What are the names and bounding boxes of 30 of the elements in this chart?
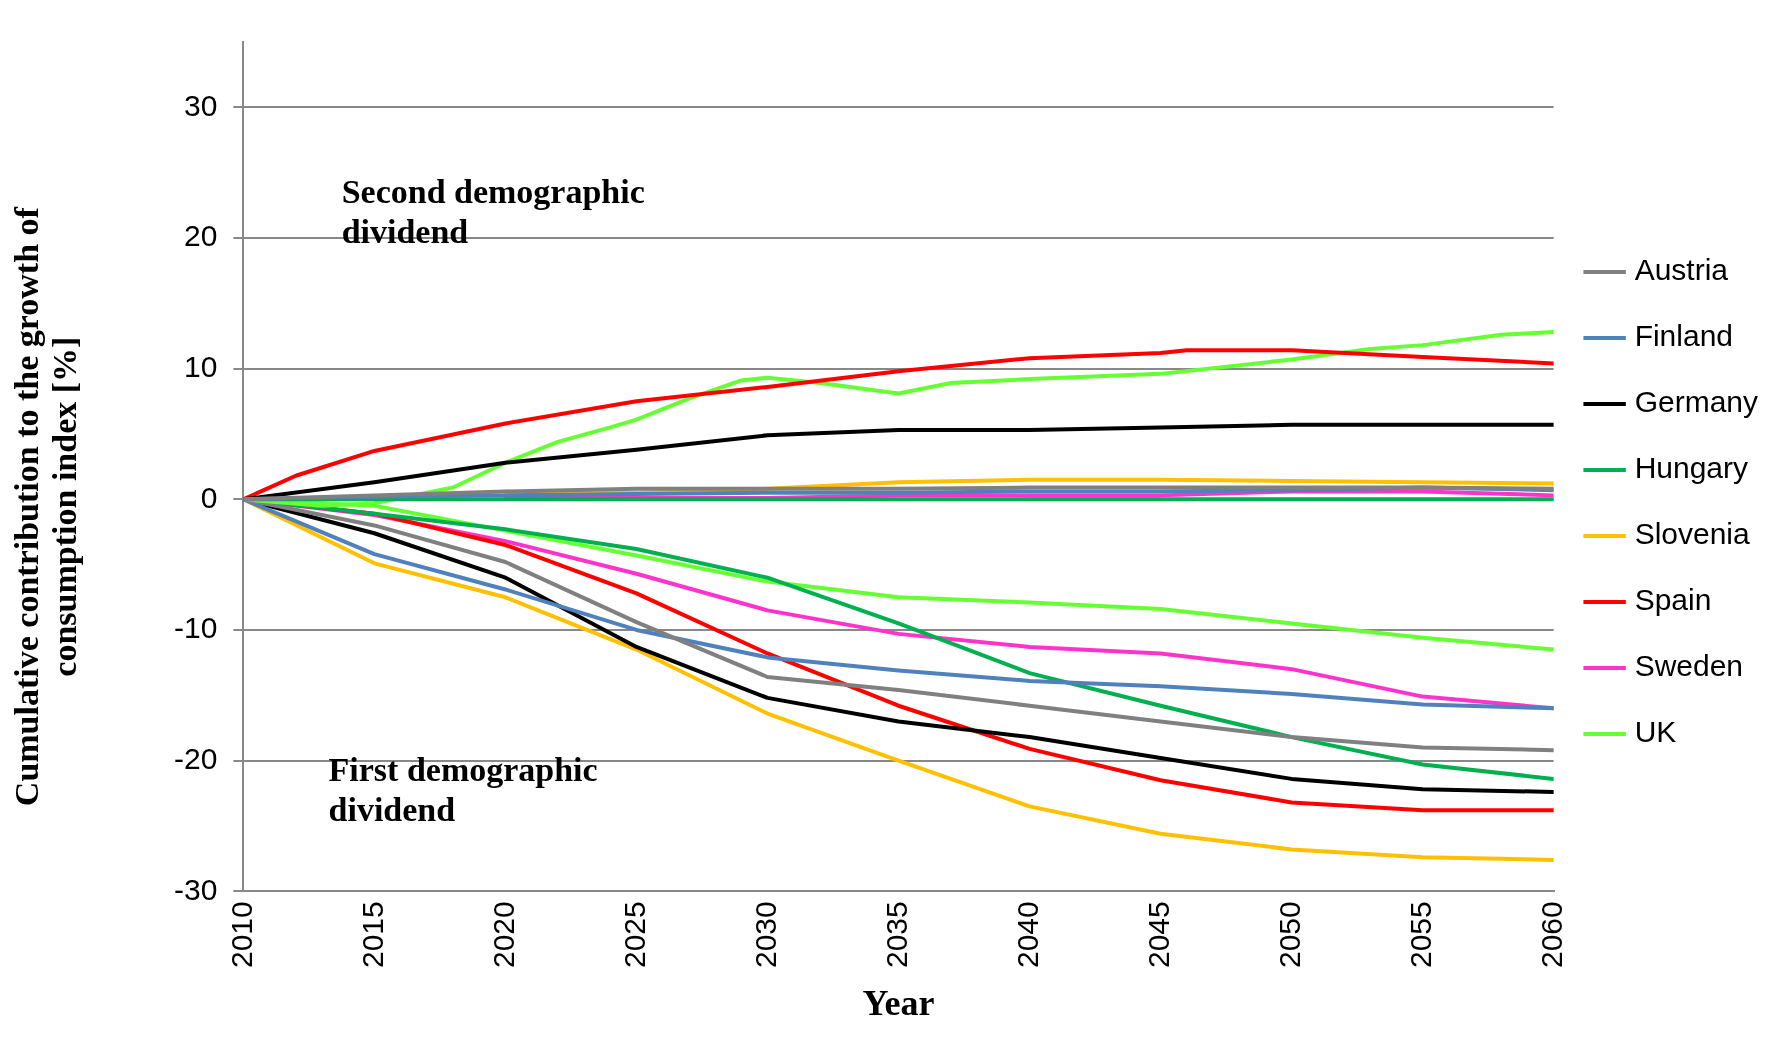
y-tick-label: -30 bbox=[174, 872, 218, 906]
y-tick-label: 30 bbox=[183, 88, 218, 122]
legend-label: Sweden bbox=[1634, 649, 1744, 683]
legend-label: Spain bbox=[1634, 583, 1712, 617]
x-tick-label: 2015 bbox=[355, 901, 389, 969]
x-axis-title: Year bbox=[862, 983, 935, 1024]
x-tick-label: 2025 bbox=[617, 901, 651, 969]
y-tick-label: -20 bbox=[174, 741, 218, 775]
x-tick-label: 2030 bbox=[748, 901, 782, 969]
x-tick-label: 2010 bbox=[224, 901, 258, 969]
x-tick-label: 2035 bbox=[879, 901, 913, 969]
legend-label: UK bbox=[1634, 715, 1677, 749]
annotation: Second demographic dividend bbox=[341, 173, 645, 251]
x-tick-label: 2020 bbox=[486, 901, 520, 969]
x-tick-label: 2040 bbox=[1010, 901, 1044, 969]
x-tick-label: 2060 bbox=[1534, 901, 1568, 969]
legend-label: Finland bbox=[1634, 319, 1734, 353]
y-tick-label: 20 bbox=[183, 219, 218, 253]
x-tick-label: 2055 bbox=[1403, 901, 1437, 969]
y-tick-label: 0 bbox=[200, 480, 218, 514]
legend-label: Germany bbox=[1634, 385, 1759, 419]
x-tick-label: 2050 bbox=[1272, 901, 1306, 969]
annotation: First demographic dividend bbox=[328, 750, 598, 828]
y-tick-label: -10 bbox=[174, 611, 218, 645]
x-tick-label: 2045 bbox=[1141, 901, 1175, 969]
legend-label: Austria bbox=[1634, 253, 1729, 287]
legend-label: Hungary bbox=[1634, 451, 1749, 485]
legend-label: Slovenia bbox=[1634, 517, 1751, 551]
y-tick-label: 10 bbox=[183, 349, 218, 383]
y-axis-title: Cumulative contribution to the growth of consumption index [%] bbox=[7, 206, 83, 807]
